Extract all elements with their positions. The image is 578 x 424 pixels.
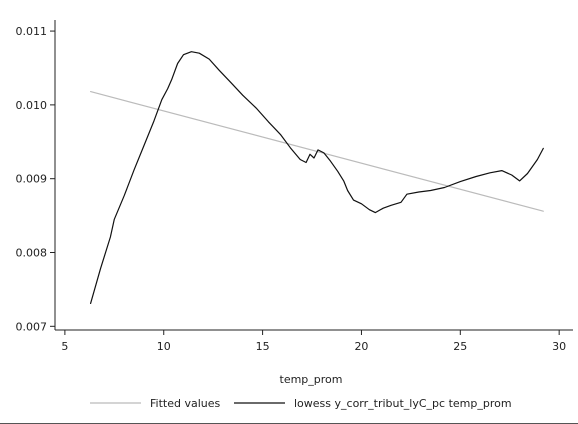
legend-label-fitted-values: Fitted values	[150, 397, 221, 410]
x-tick-label-4: 25	[453, 340, 467, 353]
legend-label-lowess: lowess y_corr_tribut_lyC_pc temp_prom	[294, 397, 512, 410]
y-tick-label-3: 0.010	[16, 99, 48, 112]
x-tick-label-1: 10	[157, 340, 171, 353]
y-tick-label-4: 0.011	[16, 25, 48, 38]
x-tick-label-0: 5	[61, 340, 68, 353]
x-axis-title: temp_prom	[280, 373, 343, 386]
x-tick-label-5: 30	[552, 340, 566, 353]
legend: Fitted values lowess y_corr_tribut_lyC_p…	[90, 397, 512, 410]
x-tick-label-2: 15	[256, 340, 270, 353]
y-tick-label-1: 0.008	[16, 247, 48, 260]
y-tick-label-2: 0.009	[16, 173, 48, 186]
series-line-lowess	[89, 51, 544, 304]
y-tick-label-0: 0.007	[16, 320, 48, 333]
plot-area: 0.007 0.008 0.009 0.010 0.011 5 10 15 20 25 30	[16, 20, 573, 353]
x-tick-label-3: 20	[354, 340, 368, 353]
